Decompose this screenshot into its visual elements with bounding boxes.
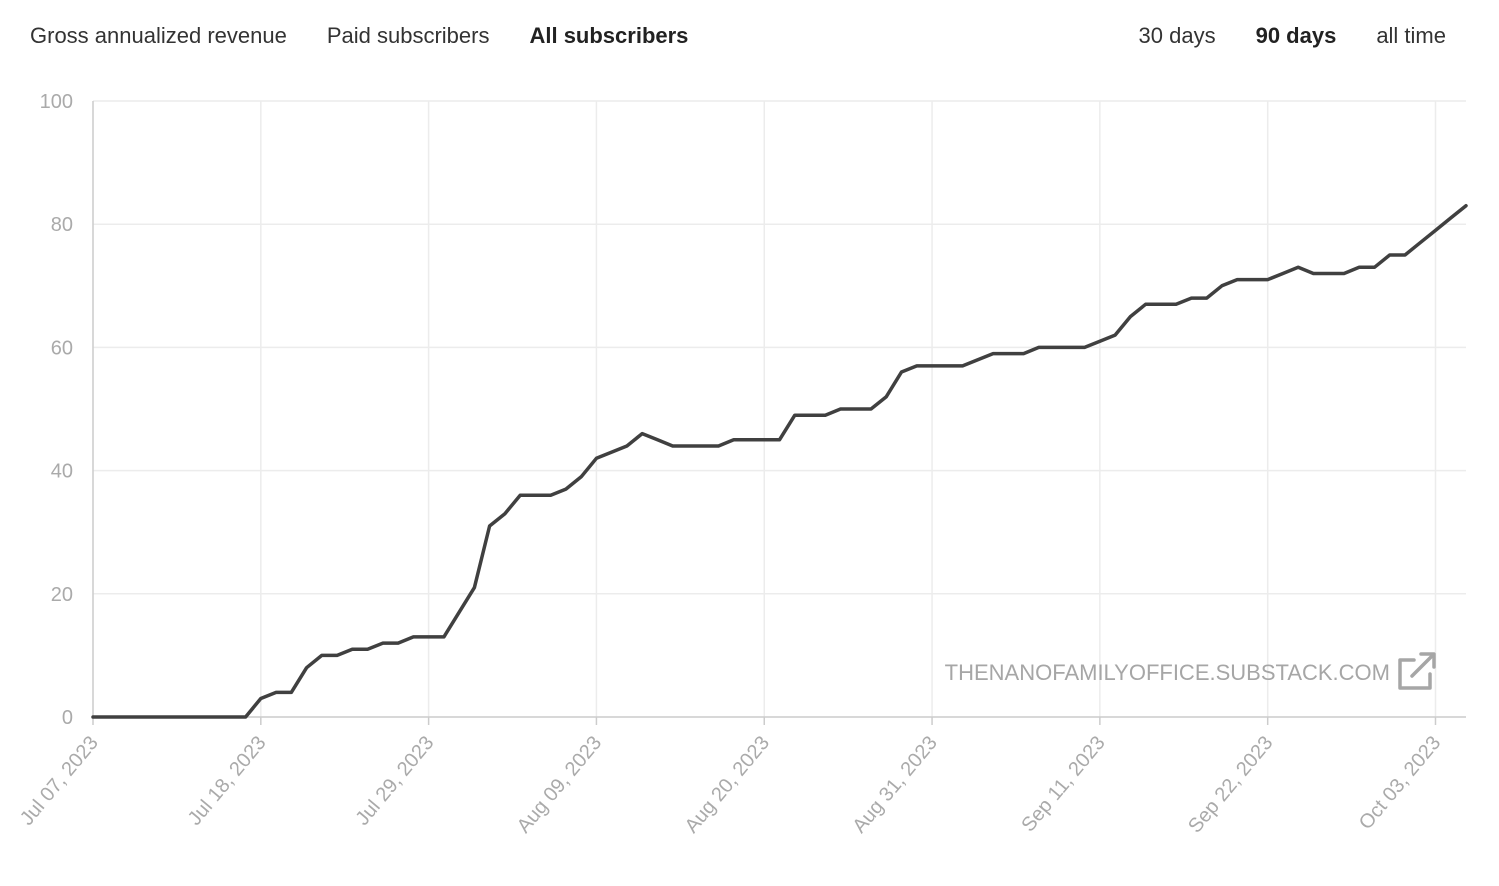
y-tick-label: 0 bbox=[62, 707, 73, 729]
tab-gross-annualized-revenue[interactable]: Gross annualized revenue bbox=[30, 23, 287, 48]
y-tick-label: 80 bbox=[51, 214, 73, 236]
range-tabs: 30 days 90 days all time bbox=[1139, 20, 1446, 52]
x-tick-label: Jul 07, 2023 bbox=[16, 732, 103, 830]
x-tick-label: Jul 29, 2023 bbox=[352, 732, 439, 830]
tab-all-time[interactable]: all time bbox=[1376, 23, 1446, 48]
x-tick-label: Sep 22, 2023 bbox=[1184, 732, 1277, 837]
tab-90-days[interactable]: 90 days bbox=[1255, 23, 1337, 48]
x-tick-label: Aug 09, 2023 bbox=[513, 732, 606, 837]
y-tick-label: 60 bbox=[51, 337, 73, 359]
y-tick-label: 20 bbox=[51, 584, 73, 606]
chart-axes bbox=[92, 101, 1466, 718]
tab-all-subscribers[interactable]: All subscribers bbox=[529, 23, 689, 48]
x-axis-ticks: Jul 07, 2023 Jul 18, 2023 Jul 29, 2023 Aug … bbox=[16, 717, 1445, 837]
tab-paid-subscribers[interactable]: Paid subscribers bbox=[326, 23, 490, 48]
y-tick-label: 100 bbox=[40, 91, 73, 113]
y-tick-label: 40 bbox=[51, 461, 73, 483]
metric-tabs: Gross annualized revenue Paid subscriber… bbox=[30, 20, 688, 52]
y-axis-ticks: 0 20 40 60 80 100 bbox=[40, 91, 73, 729]
watermark[interactable]: THENANOFAMILYOFFICE.SUBSTACK.COM bbox=[945, 652, 1436, 690]
watermark-text[interactable]: THENANOFAMILYOFFICE.SUBSTACK.COM bbox=[945, 660, 1390, 685]
tab-30-days[interactable]: 30 days bbox=[1138, 23, 1216, 48]
x-tick-label: Jul 18, 2023 bbox=[184, 732, 271, 830]
all-subscribers-series-line bbox=[91, 203, 1468, 719]
external-link-icon[interactable] bbox=[1398, 652, 1436, 690]
chart-grid bbox=[93, 100, 1466, 717]
x-tick-label: Sep 11, 2023 bbox=[1017, 732, 1109, 836]
x-tick-label: Aug 20, 2023 bbox=[681, 732, 774, 837]
x-tick-label: Aug 31, 2023 bbox=[849, 732, 942, 837]
x-tick-label: Oct 03, 2023 bbox=[1355, 732, 1445, 834]
